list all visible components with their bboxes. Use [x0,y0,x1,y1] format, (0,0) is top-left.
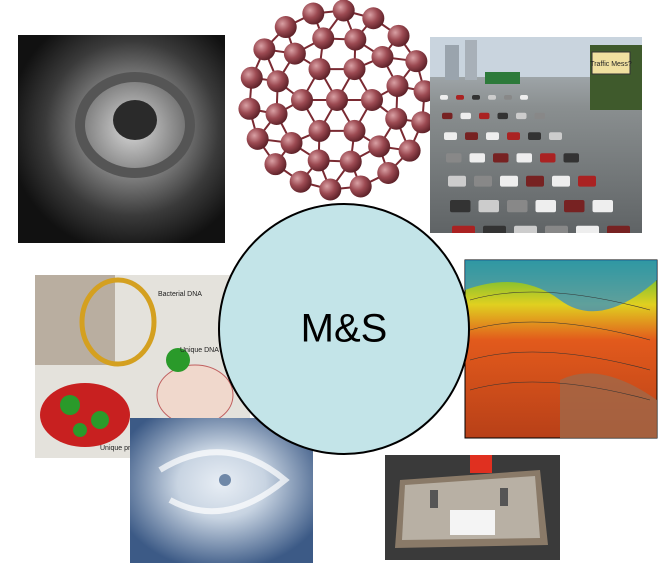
atom [238,97,261,120]
atom [246,127,269,150]
weather-map-image [430,233,666,439]
car [469,153,485,163]
atom [291,89,313,111]
center-circle [218,203,470,455]
car [446,153,462,163]
car [540,153,556,163]
atom [308,58,331,81]
car [516,112,527,120]
car [486,132,499,140]
fullerene-image [238,0,436,201]
car [528,132,541,140]
car [497,112,508,120]
traffic-image: Traffic Mess? [430,37,642,240]
atom [371,46,394,69]
atom [343,58,366,81]
car [552,175,570,187]
car [448,175,466,187]
atom [283,42,306,65]
car [526,175,544,187]
car [478,200,499,213]
atom [361,89,383,111]
room-image [385,455,560,560]
atom [385,107,408,130]
car [500,175,518,187]
atom [343,119,366,142]
atom [377,161,400,184]
atom [398,139,421,162]
atom [266,70,289,93]
atom [368,135,391,158]
car [535,200,556,213]
car [474,175,492,187]
car [507,132,520,140]
atom [386,74,409,97]
atom [264,153,287,176]
car [472,95,480,100]
atom [289,170,312,193]
atom [312,27,335,50]
atom [387,24,410,47]
atom [240,66,263,89]
car [440,95,448,100]
car [450,200,471,213]
car [516,153,532,163]
car [534,112,545,120]
dna-label: Bacterial DNA [158,291,202,298]
car [444,132,457,140]
car [549,132,562,140]
hurricane-image [130,418,313,563]
atom [274,16,297,39]
atom [302,2,325,25]
car [465,132,478,140]
car [564,200,585,213]
atom [362,7,385,30]
atom [308,119,331,142]
atom [405,50,428,73]
atom [307,149,330,172]
car [456,95,464,100]
car [563,153,579,163]
atom [411,111,434,134]
mri-image [18,35,225,243]
atom [332,0,355,22]
car [578,175,596,187]
car [507,200,528,213]
atom [280,131,303,154]
atom [339,150,362,173]
car [488,95,496,100]
traffic-sign: Traffic Mess? [590,61,632,68]
atom [265,103,288,126]
center-label: M&S [301,307,388,351]
atom [253,38,276,61]
car [479,112,490,120]
car [460,112,471,120]
car [504,95,512,100]
car [493,153,509,163]
car [592,200,613,213]
atom [326,89,348,111]
atom [349,175,372,198]
atom [319,178,342,201]
car [520,95,528,100]
car [442,112,453,120]
atom [344,28,367,51]
